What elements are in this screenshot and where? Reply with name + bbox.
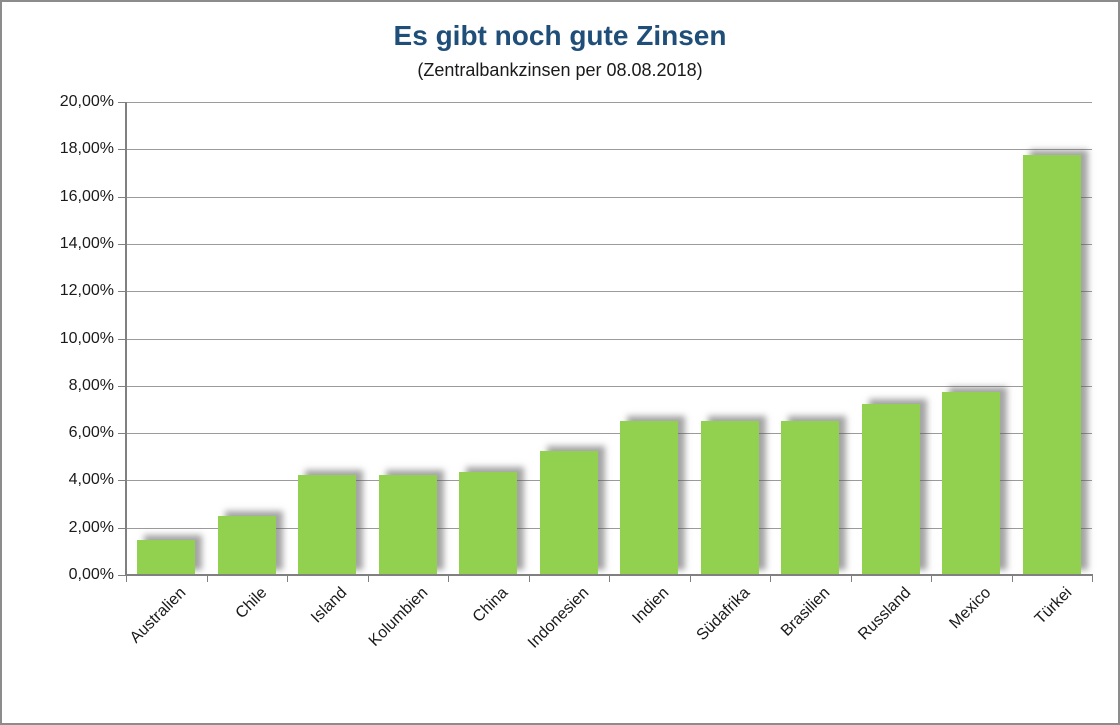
- bar-island: [298, 474, 357, 575]
- x-axis-tick: [850, 576, 852, 582]
- bar-indien: [620, 421, 679, 575]
- x-axis-tick: [931, 576, 932, 582]
- x-axis-tick: [528, 576, 530, 582]
- y-axis-tick: [118, 338, 126, 340]
- x-axis-tick: [367, 576, 369, 582]
- x-axis-tick: [609, 576, 610, 582]
- bar-australien: [137, 539, 196, 575]
- y-axis-tick-label: 0,00%: [68, 566, 114, 583]
- y-axis-tick: [118, 480, 126, 482]
- gridline: [126, 338, 1092, 340]
- gridline: [126, 243, 1092, 245]
- y-axis-tick-label: 12,00%: [59, 282, 114, 300]
- y-axis-tick-label: 6,00%: [68, 424, 114, 442]
- bar-brasilien: [781, 421, 840, 575]
- bar-russland: [861, 403, 920, 575]
- x-axis-tick: [1092, 576, 1093, 582]
- y-axis-tick-label: 2,00%: [68, 518, 114, 536]
- gridline: [126, 149, 1092, 151]
- y-axis-line: [125, 102, 127, 575]
- y-axis-tick: [118, 527, 126, 529]
- x-axis-line: [125, 574, 1093, 576]
- y-axis-tick: [118, 385, 126, 387]
- y-axis-tick: [118, 243, 126, 245]
- bar-s-dafrika: [700, 421, 759, 575]
- y-axis-tick-label: 8,00%: [68, 376, 114, 394]
- x-axis-tick: [770, 576, 771, 582]
- bar-t-rkei: [1022, 155, 1081, 575]
- y-axis-tick-label: 10,00%: [59, 329, 114, 347]
- bar-indonesien: [539, 450, 598, 575]
- gridline: [126, 480, 1092, 482]
- y-axis-tick: [118, 575, 126, 576]
- y-axis-tick-label: 18,00%: [59, 140, 114, 158]
- gridline: [126, 291, 1092, 293]
- chart-title: Es gibt noch gute Zinsen: [393, 20, 727, 51]
- y-axis-tick: [118, 196, 126, 198]
- x-axis-tick: [206, 576, 208, 582]
- bar-chile: [217, 515, 276, 575]
- bar-china: [459, 472, 518, 575]
- gridline: [126, 102, 1092, 103]
- x-axis-tick: [689, 576, 691, 582]
- plot-area: [125, 102, 1093, 576]
- y-axis-tick: [118, 433, 126, 435]
- gridline: [126, 527, 1092, 529]
- gridline: [126, 196, 1092, 198]
- chart-subtitle: (Zentralbankzinsen per 08.08.2018): [417, 60, 703, 80]
- y-axis-tick-label: 20,00%: [59, 93, 114, 110]
- y-axis-tick: [118, 291, 126, 293]
- y-axis-tick: [118, 149, 126, 151]
- gridline: [126, 385, 1092, 387]
- y-axis-tick-label: 16,00%: [59, 187, 114, 205]
- x-axis-tick: [448, 576, 449, 582]
- y-axis-tick-label: 14,00%: [59, 234, 114, 252]
- x-axis-tick: [126, 576, 127, 582]
- y-axis-tick: [118, 102, 126, 103]
- bar-mexico: [942, 391, 1001, 575]
- bar-kolumbien: [378, 474, 437, 575]
- x-axis-tick: [287, 576, 288, 582]
- x-axis-tick: [1011, 576, 1013, 582]
- y-axis-tick-label: 4,00%: [68, 471, 114, 489]
- gridline: [126, 433, 1092, 435]
